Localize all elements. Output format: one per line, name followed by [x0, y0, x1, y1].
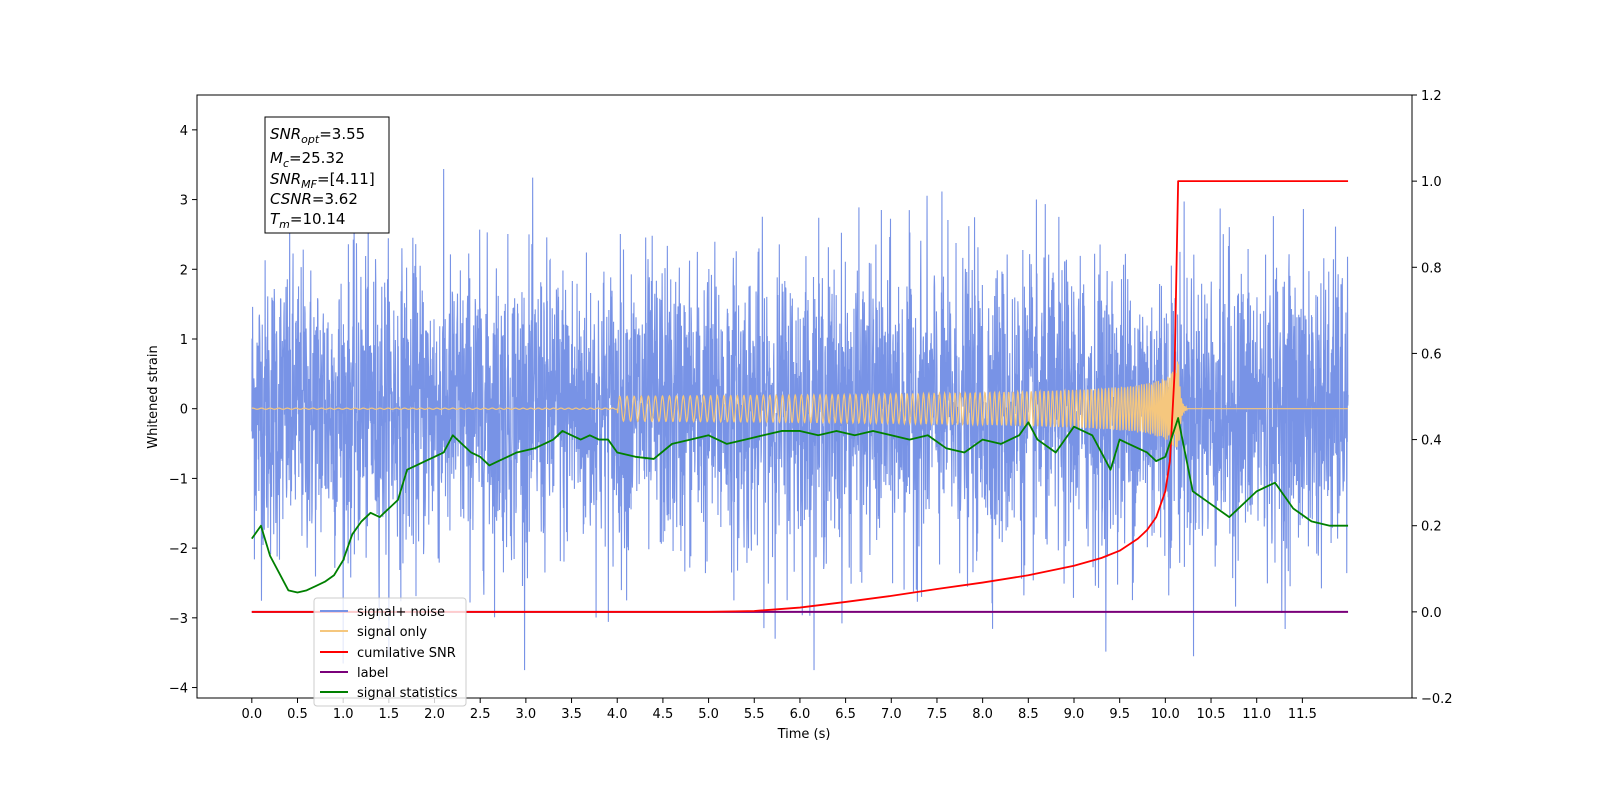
x-axis-ticks: 0.0 0.5 1.0 1.5 2.0 2.5 3.0 3.5 4.0 4.5 5.0 5.5 6.0 6… — [241, 698, 1317, 722]
y-right-tick-label: 0.6 — [1421, 347, 1442, 362]
legend-frame — [313, 597, 467, 707]
y-right-tick-label: 0.0 — [1421, 606, 1442, 621]
y-left-tick-label: −2 — [169, 542, 188, 557]
y-left-tick-label: 1 — [180, 333, 188, 348]
x-tick-label: 8.5 — [1018, 707, 1039, 722]
legend-label-signal-only: signal only — [357, 625, 427, 640]
info-mc: Mc=25.32 — [270, 149, 345, 170]
x-tick-label: 7.0 — [881, 707, 902, 722]
legend-label-label: label — [357, 666, 388, 681]
y-left-tick-label: −1 — [169, 472, 188, 487]
info-tm: Tm=10.14 — [270, 210, 345, 231]
y-right-tick-label: 0.4 — [1421, 434, 1442, 449]
y-left-tick-label: −3 — [169, 612, 188, 627]
x-tick-label: 2.0 — [424, 707, 445, 722]
x-tick-label: 11.5 — [1288, 707, 1317, 722]
y-left-tick-label: 2 — [180, 263, 188, 278]
info-snr-mf: SNRMF=[4.11] — [270, 170, 375, 191]
y-axis-left-ticks: −4 −3 −2 −1 0 1 2 3 4 — [169, 124, 197, 697]
x-tick-label: 0.0 — [241, 707, 262, 722]
y-right-tick-label: −0.2 — [1421, 692, 1453, 707]
legend-label-cumilative-snr: cumilative SNR — [357, 646, 456, 661]
x-axis-label: Time (s) — [777, 727, 831, 742]
y-right-tick-label: 1.0 — [1421, 175, 1442, 190]
x-tick-label: 4.0 — [607, 707, 628, 722]
series-cumilative-snr — [251, 180, 1349, 613]
y-left-tick-label: 0 — [180, 403, 188, 418]
y-right-tick-label: 0.2 — [1421, 520, 1442, 535]
x-tick-label: 10.5 — [1197, 707, 1226, 722]
y-left-tick-label: 3 — [180, 194, 188, 209]
x-tick-label: 0.5 — [287, 707, 308, 722]
x-tick-label: 2.5 — [470, 707, 491, 722]
axes-frame — [196, 94, 1413, 699]
x-tick-label: 3.0 — [516, 707, 537, 722]
info-box-frame — [264, 116, 390, 234]
y-left-tick-label: 4 — [180, 124, 188, 139]
series-signal-statistics — [251, 417, 1349, 594]
x-tick-label: 10.0 — [1151, 707, 1180, 722]
x-tick-label: 4.5 — [653, 707, 674, 722]
x-tick-label: 3.5 — [561, 707, 582, 722]
y-left-tick-label: −4 — [169, 682, 188, 697]
info-csnr: CSNR=3.62 — [270, 190, 358, 208]
x-tick-label: 9.5 — [1109, 707, 1130, 722]
info-snr-opt: SNRopt=3.55 — [270, 125, 365, 146]
x-tick-label: 1.5 — [378, 707, 399, 722]
x-tick-label: 8.0 — [972, 707, 993, 722]
legend: signal+ noise signal only cumilative SNR… — [313, 597, 467, 707]
x-tick-label: 1.0 — [333, 707, 354, 722]
y-axis-label: Whitened strain — [146, 345, 161, 448]
y-right-tick-label: 1.2 — [1421, 89, 1442, 104]
x-tick-label: 5.5 — [744, 707, 765, 722]
y-right-tick-label: 0.8 — [1421, 261, 1442, 276]
x-tick-label: 11.0 — [1242, 707, 1271, 722]
y-axis-right-ticks: −0.2 0.0 0.2 0.4 0.6 0.8 1.0 1.2 — [1412, 89, 1453, 707]
x-tick-label: 6.0 — [790, 707, 811, 722]
legend-label-signal-noise: signal+ noise — [357, 605, 445, 620]
x-tick-label: 9.0 — [1064, 707, 1085, 722]
legend-label-signal-statistics: signal statistics — [357, 686, 458, 701]
x-tick-label: 5.0 — [698, 707, 719, 722]
x-tick-label: 6.5 — [835, 707, 856, 722]
series-signal-only — [251, 361, 1349, 448]
info-box: SNRopt=3.55 Mc=25.32 SNRMF=[4.11] CSNR=3… — [264, 116, 390, 234]
x-tick-label: 7.5 — [927, 707, 948, 722]
